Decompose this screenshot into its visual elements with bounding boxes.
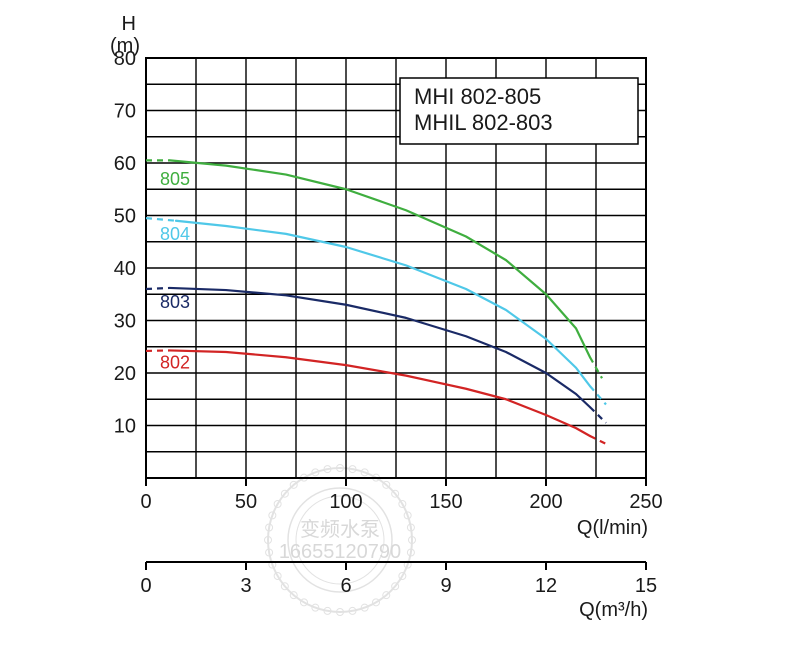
series-802: 802	[146, 350, 606, 443]
x-tick-m3h: 0	[140, 575, 151, 597]
x-tick-lmin: 250	[629, 491, 662, 513]
y-tick-label: 10	[114, 416, 136, 438]
series-803: 803	[146, 288, 606, 423]
pump-curve-chart: 变频水泵166551207901020304050607080H(m)05010…	[0, 0, 790, 648]
x-tick-m3h: 3	[240, 575, 251, 597]
y-tick-label: 40	[114, 258, 136, 280]
x-axis-top-label: Q(l/min)	[577, 517, 648, 539]
series-label-802: 802	[160, 353, 190, 373]
y-axis-unit: (m)	[110, 35, 140, 57]
x-tick-m3h: 12	[535, 575, 557, 597]
y-tick-label: 60	[114, 153, 136, 175]
x-tick-lmin: 50	[235, 491, 257, 513]
y-tick-label: 70	[114, 101, 136, 123]
title-line-2: MHIL 802-803	[414, 110, 553, 135]
title-line-1: MHI 802-805	[414, 84, 541, 109]
x-tick-m3h: 9	[440, 575, 451, 597]
series-805: 805	[146, 160, 602, 378]
x-tick-m3h: 6	[340, 575, 351, 597]
x-tick-lmin: 0	[140, 491, 151, 513]
svg-text:16655120790: 16655120790	[279, 541, 401, 563]
x-tick-lmin: 100	[329, 491, 362, 513]
y-tick-label: 20	[114, 363, 136, 385]
y-axis-label: H	[122, 13, 136, 35]
y-tick-label: 50	[114, 206, 136, 228]
x-axis-bottom-label: Q(m³/h)	[579, 599, 648, 621]
series-label-804: 804	[160, 224, 190, 244]
series-label-805: 805	[160, 169, 190, 189]
svg-text:变频水泵: 变频水泵	[300, 518, 380, 541]
series-label-803: 803	[160, 292, 190, 312]
x-tick-m3h: 15	[635, 575, 657, 597]
y-tick-label: 30	[114, 311, 136, 333]
x-tick-lmin: 200	[529, 491, 562, 513]
x-tick-lmin: 150	[429, 491, 462, 513]
